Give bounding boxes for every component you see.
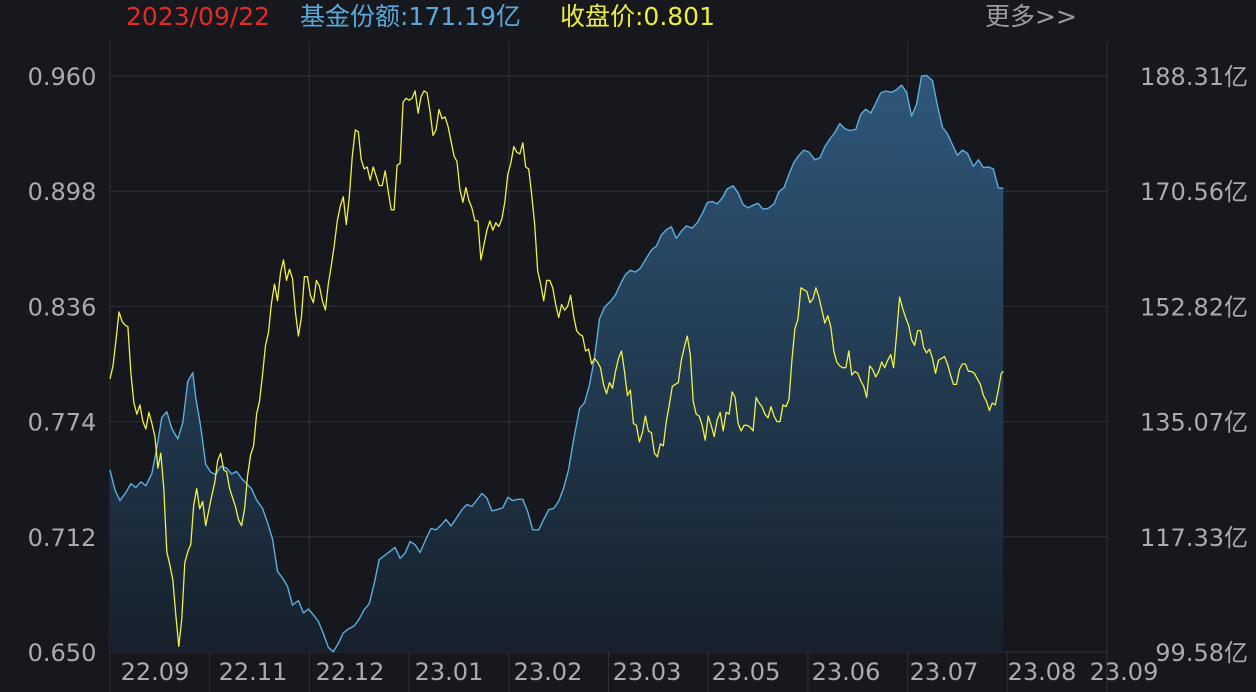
x-axis-tick-label: 23.02 (514, 658, 583, 686)
x-axis-tick-label: 23.01 (415, 658, 484, 686)
right-axis-tick-label: 99.58亿 (1155, 639, 1248, 667)
right-axis-tick-label: 152.82亿 (1140, 293, 1248, 321)
more-link[interactable]: 更多>> (985, 2, 1077, 31)
x-axis-tick-label: 23.09 (1090, 658, 1159, 686)
x-axis-tick-label: 23.07 (910, 658, 979, 686)
fund-share-area (110, 75, 1004, 652)
left-axis-tick-label: 0.712 (28, 524, 97, 552)
x-axis-tick-label: 23.08 (1008, 658, 1077, 686)
right-axis-tick-label: 170.56亿 (1140, 178, 1248, 206)
x-axis-tick-label: 23.05 (712, 658, 781, 686)
left-axis-tick-label: 0.774 (28, 409, 97, 437)
fund-share-readout: 基金份额:171.19亿 (300, 2, 521, 31)
x-axis-tick-label: 22.12 (316, 658, 385, 686)
current-date: 2023/09/22 (126, 2, 271, 31)
right-axis-tick-label: 117.33亿 (1140, 524, 1248, 552)
chart-header: 2023/09/22 基金份额:171.19亿 收盘价:0.801 更多>> (0, 0, 1256, 40)
right-axis-tick-label: 135.07亿 (1140, 409, 1248, 437)
left-axis-tick-label: 0.836 (28, 293, 97, 321)
x-axis-tick-label: 23.06 (812, 658, 881, 686)
left-axis-tick-label: 0.898 (28, 178, 97, 206)
left-axis-tick-label: 0.960 (28, 63, 97, 91)
close-price-readout: 收盘价:0.801 (560, 2, 715, 31)
close-price-line (109, 90, 1004, 648)
left-axis-tick-label: 0.650 (28, 639, 97, 667)
x-axis-tick-label: 22.11 (219, 658, 288, 686)
fund-share-line (109, 74, 1004, 653)
x-axis-tick-label: 22.09 (121, 658, 190, 686)
x-axis-tick-label: 23.03 (613, 658, 682, 686)
right-axis-tick-label: 188.31亿 (1140, 63, 1248, 91)
